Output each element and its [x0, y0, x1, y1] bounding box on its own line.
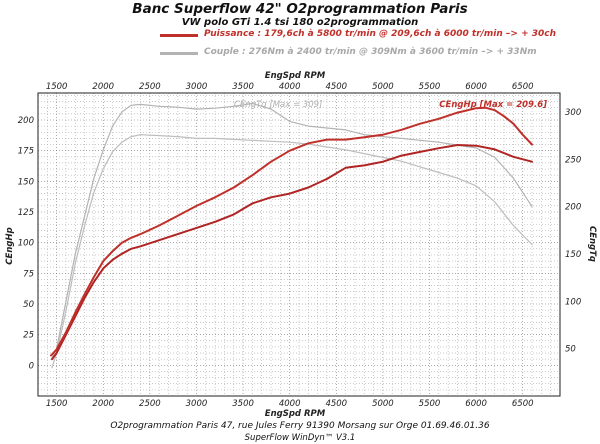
y-right-tick-label: 100 [565, 297, 581, 307]
y-left-tick-label: 100 [18, 239, 34, 249]
x-tick-label-bottom: 3500 [232, 399, 254, 409]
left-axis-title: CEngHp [5, 227, 15, 264]
chart-grid [38, 93, 560, 396]
y-left-tick-label: 50 [23, 300, 34, 310]
x-tick-label-top: 3500 [232, 82, 254, 92]
y-left-tick-label: 200 [18, 116, 34, 126]
annotation-power-max: CEngHp [Max = 209.6] [439, 100, 547, 110]
y-left-tick-label: 0 [29, 361, 34, 371]
x-tick-label-bottom: 2500 [139, 399, 161, 409]
x-tick-label-top: 4000 [279, 82, 301, 92]
y-right-tick-label: 250 [565, 155, 581, 165]
plot-frame [37, 92, 561, 397]
chart-series [50, 102, 533, 369]
y-left-tick-label: 75 [23, 269, 34, 279]
y-right-tick-label: 200 [565, 203, 581, 213]
chart-title: Banc Superflow 42" O2programmation Paris [132, 1, 468, 17]
x-tick-label-bottom: 6000 [465, 399, 487, 409]
x-tick-label-top: 5000 [372, 82, 394, 92]
y-ticks-left: 0 25 50 75 100 125 150 175 200 [18, 116, 34, 371]
x-axis-title-top: EngSpd RPM [265, 71, 326, 81]
y-right-tick-label: 300 [565, 108, 581, 118]
y-ticks-right: 50 100 150 200 250 300 [565, 108, 581, 355]
legend-power-swatch [160, 34, 198, 37]
series-line-cenghp-max-209-6 [50, 106, 533, 357]
x-tick-label-top: 6000 [465, 82, 487, 92]
x-tick-label-bottom: 4500 [325, 399, 347, 409]
y-left-tick-label: 175 [18, 147, 34, 157]
legend-power-label: Puissance : 179,6ch à 5800 tr/min @ 209,… [204, 29, 557, 39]
x-tick-label-bottom: 5500 [419, 399, 441, 409]
x-ticks-top: 1500 2000 2500 3000 3500 4000 4500 5000 5500 6000… [46, 82, 534, 92]
x-tick-label-bottom: 5000 [372, 399, 394, 409]
series-line-cengtq-max-309 [51, 102, 533, 359]
y-left-tick-label: 125 [18, 208, 34, 218]
x-tick-label-top: 2000 [92, 82, 114, 92]
y-right-tick-label: 150 [565, 250, 581, 260]
x-tick-label-top: 3000 [186, 82, 208, 92]
x-tick-label-top: 1500 [46, 82, 68, 92]
annotation-torque-max: CEngTq [Max = 309] [234, 100, 322, 110]
x-axis-title-bottom: EngSpd RPM [265, 409, 326, 419]
x-ticks-bottom: 1500 2000 2500 3000 3500 4000 4500 5000 5500 6000… [46, 399, 534, 409]
x-tick-label-top: 5500 [419, 82, 441, 92]
series-line-stock-torque [51, 134, 533, 369]
y-left-tick-label: 150 [18, 177, 34, 187]
x-tick-label-top: 2500 [139, 82, 161, 92]
x-tick-label-bottom: 4000 [279, 399, 301, 409]
series-line-stock-power [51, 144, 533, 361]
x-tick-label-bottom: 1500 [46, 399, 68, 409]
right-axis-title: CEngTq [587, 226, 597, 262]
x-tick-label-top: 6500 [512, 82, 534, 92]
legend-torque-label: Couple : 276Nm à 2400 tr/min @ 309Nm à 3… [204, 47, 537, 57]
x-tick-label-bottom: 3000 [186, 399, 208, 409]
x-tick-label-top: 4500 [325, 82, 347, 92]
y-right-tick-label: 50 [565, 345, 576, 355]
chart-subtitle: VW polo GTi 1.4 tsi 180 o2programmation [181, 17, 419, 28]
footer-address: O2programmation Paris 47, rue Jules Ferr… [110, 421, 490, 431]
x-tick-label-bottom: 2000 [92, 399, 114, 409]
footer-software: SuperFlow WinDyn™ V3.1 [244, 433, 356, 443]
x-tick-label-bottom: 6500 [512, 399, 534, 409]
y-left-tick-label: 25 [23, 331, 34, 341]
legend-torque-swatch [160, 52, 198, 55]
